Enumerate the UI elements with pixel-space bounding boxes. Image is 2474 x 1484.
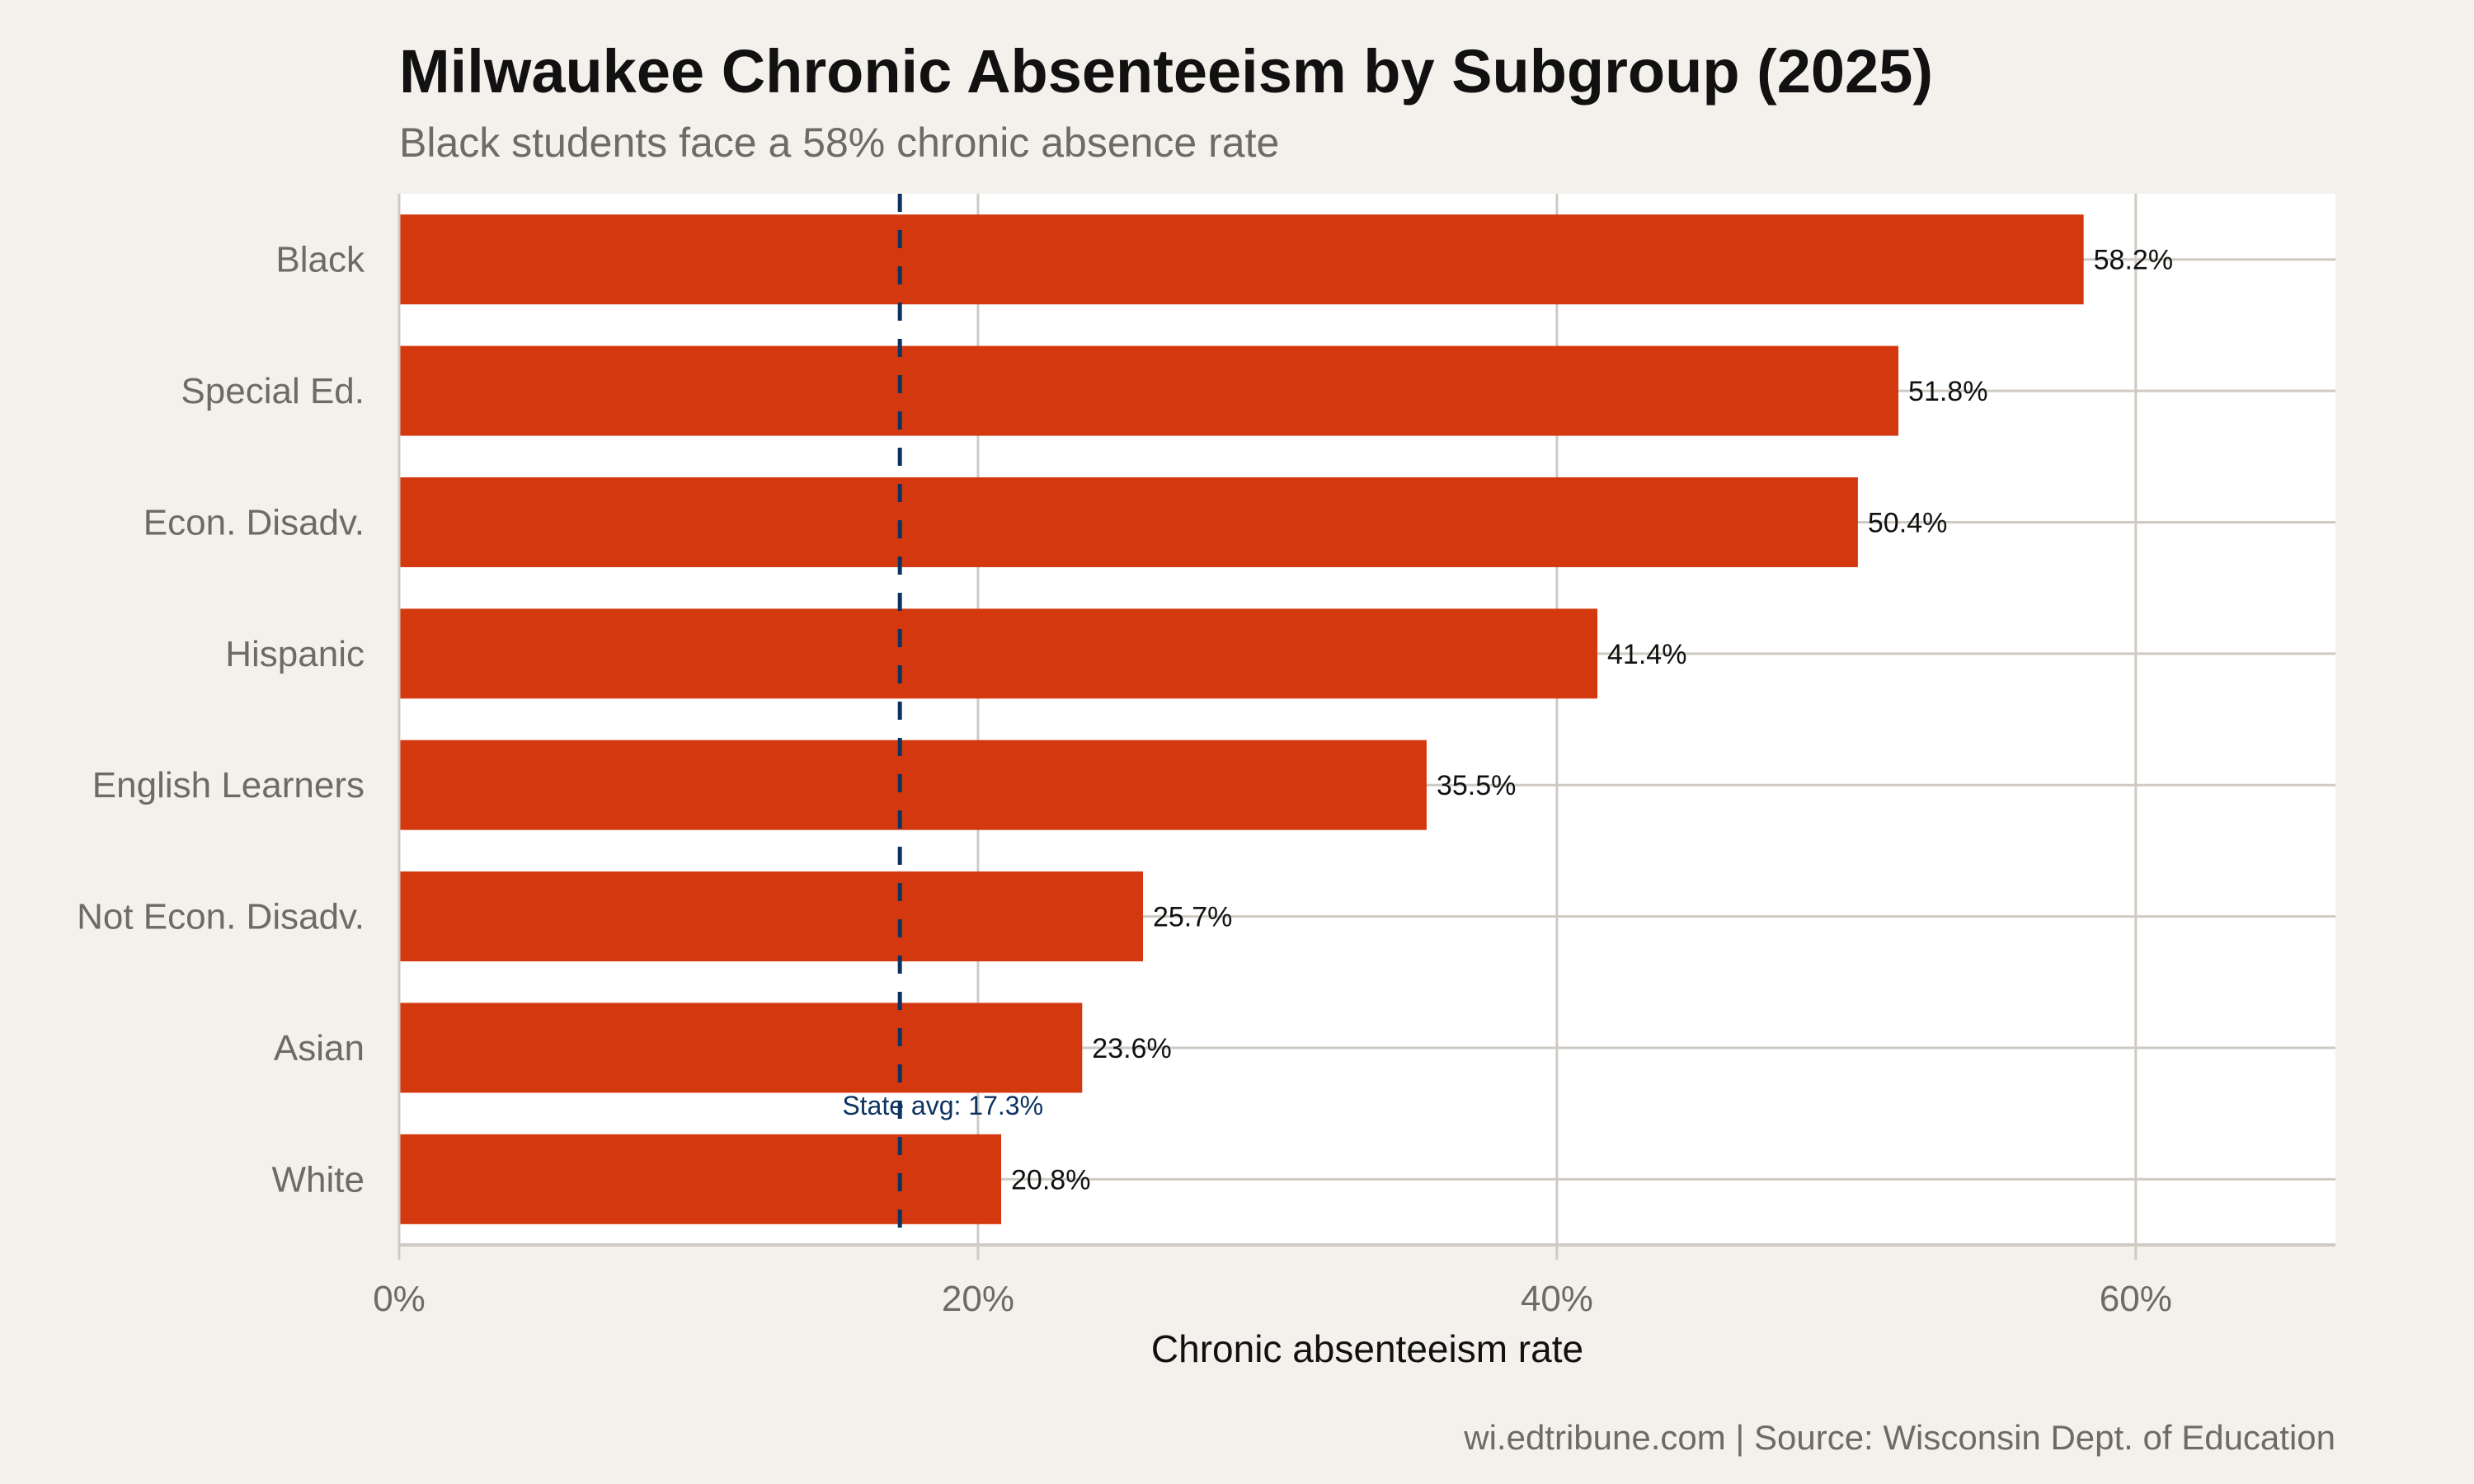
y-tick-label: Hispanic (225, 634, 365, 674)
x-axis-title: Chronic absenteeism rate (1151, 1327, 1583, 1370)
bar (399, 608, 1598, 699)
x-tick-label: 60% (2100, 1279, 2172, 1319)
bar (399, 1003, 1083, 1093)
chart-title: Milwaukee Chronic Absenteeism by Subgrou… (399, 37, 1933, 106)
data-label: 23.6% (1092, 1033, 1171, 1064)
y-tick-label: English Learners (92, 765, 365, 805)
bar (399, 345, 1899, 436)
y-tick-label: Econ. Disadv. (143, 502, 365, 542)
y-tick-label: Black (275, 240, 365, 280)
y-tick-label: Not Econ. Disadv. (77, 897, 365, 937)
data-label: 41.4% (1607, 639, 1686, 670)
chart-subtitle: Black students face a 58% chronic absenc… (399, 120, 1279, 166)
x-tick-label: 40% (1521, 1279, 1593, 1319)
y-tick-label: White (272, 1159, 365, 1200)
bar (399, 871, 1143, 962)
x-tick-label: 20% (942, 1279, 1014, 1319)
data-label: 20.8% (1011, 1164, 1090, 1195)
bar (399, 477, 1858, 567)
bar (399, 1134, 1002, 1224)
bar (399, 740, 1427, 830)
y-tick-label: Special Ed. (181, 371, 365, 411)
bar (399, 214, 2084, 305)
data-label: 25.7% (1153, 902, 1232, 933)
caption: wi.edtribune.com | Source: Wisconsin Dep… (1463, 1418, 2335, 1457)
data-label: 35.5% (1437, 770, 1516, 801)
data-label: 51.8% (1908, 376, 1987, 407)
x-tick-label: 0% (373, 1279, 426, 1319)
reference-line-label: State avg: 17.3% (842, 1091, 1043, 1120)
data-label: 50.4% (1868, 507, 1947, 538)
data-label: 58.2% (2094, 245, 2173, 276)
y-tick-label: Asian (274, 1028, 365, 1068)
